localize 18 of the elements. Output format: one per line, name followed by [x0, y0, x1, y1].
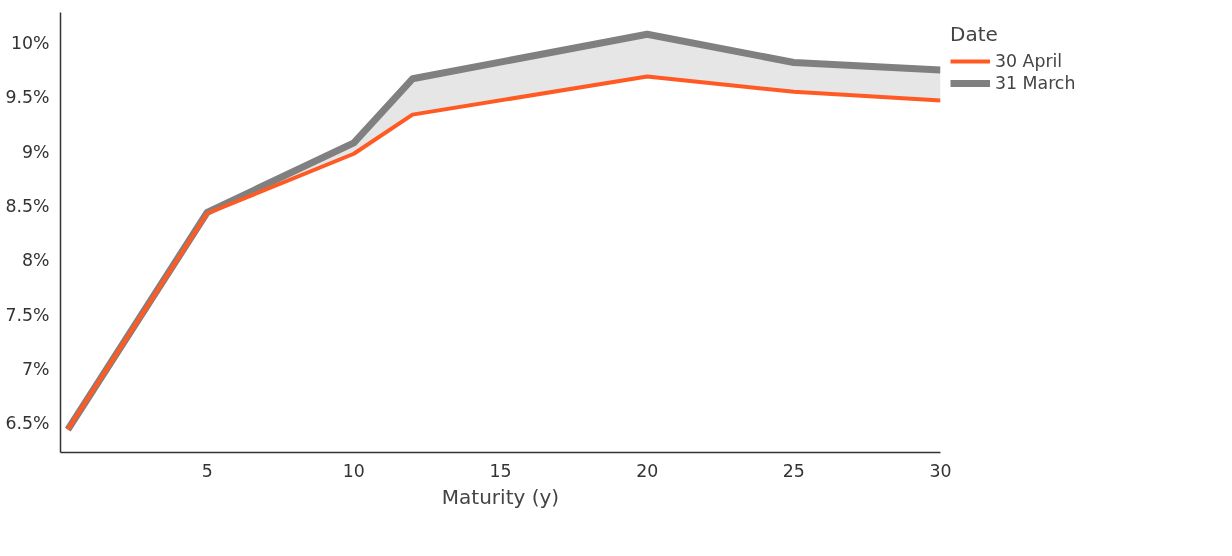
- y-tick-label: 9.5%: [5, 87, 50, 108]
- y-tick-label: 6.5%: [5, 413, 50, 434]
- y-tick-label: 9%: [22, 141, 50, 162]
- x-tick-label: 25: [782, 460, 805, 481]
- x-axis-title: Maturity (y): [441, 484, 560, 509]
- x-tick-label: 10: [342, 460, 365, 481]
- x-tick-label: 5: [201, 460, 213, 481]
- y-tick-label: 10%: [10, 32, 50, 53]
- legend-label: 30 April: [995, 51, 1063, 71]
- y-tick-label: 8%: [22, 250, 50, 271]
- y-tick-label: 7%: [22, 358, 50, 379]
- x-tick-label: 30: [929, 460, 952, 481]
- y-tick-label: 8.5%: [5, 195, 50, 216]
- x-tick-label: 20: [636, 460, 659, 481]
- legend-label: 31 March: [995, 73, 1076, 93]
- y-tick-label: 7.5%: [5, 304, 50, 325]
- x-tick-label: 15: [489, 460, 512, 481]
- legend-title: Date: [950, 22, 999, 46]
